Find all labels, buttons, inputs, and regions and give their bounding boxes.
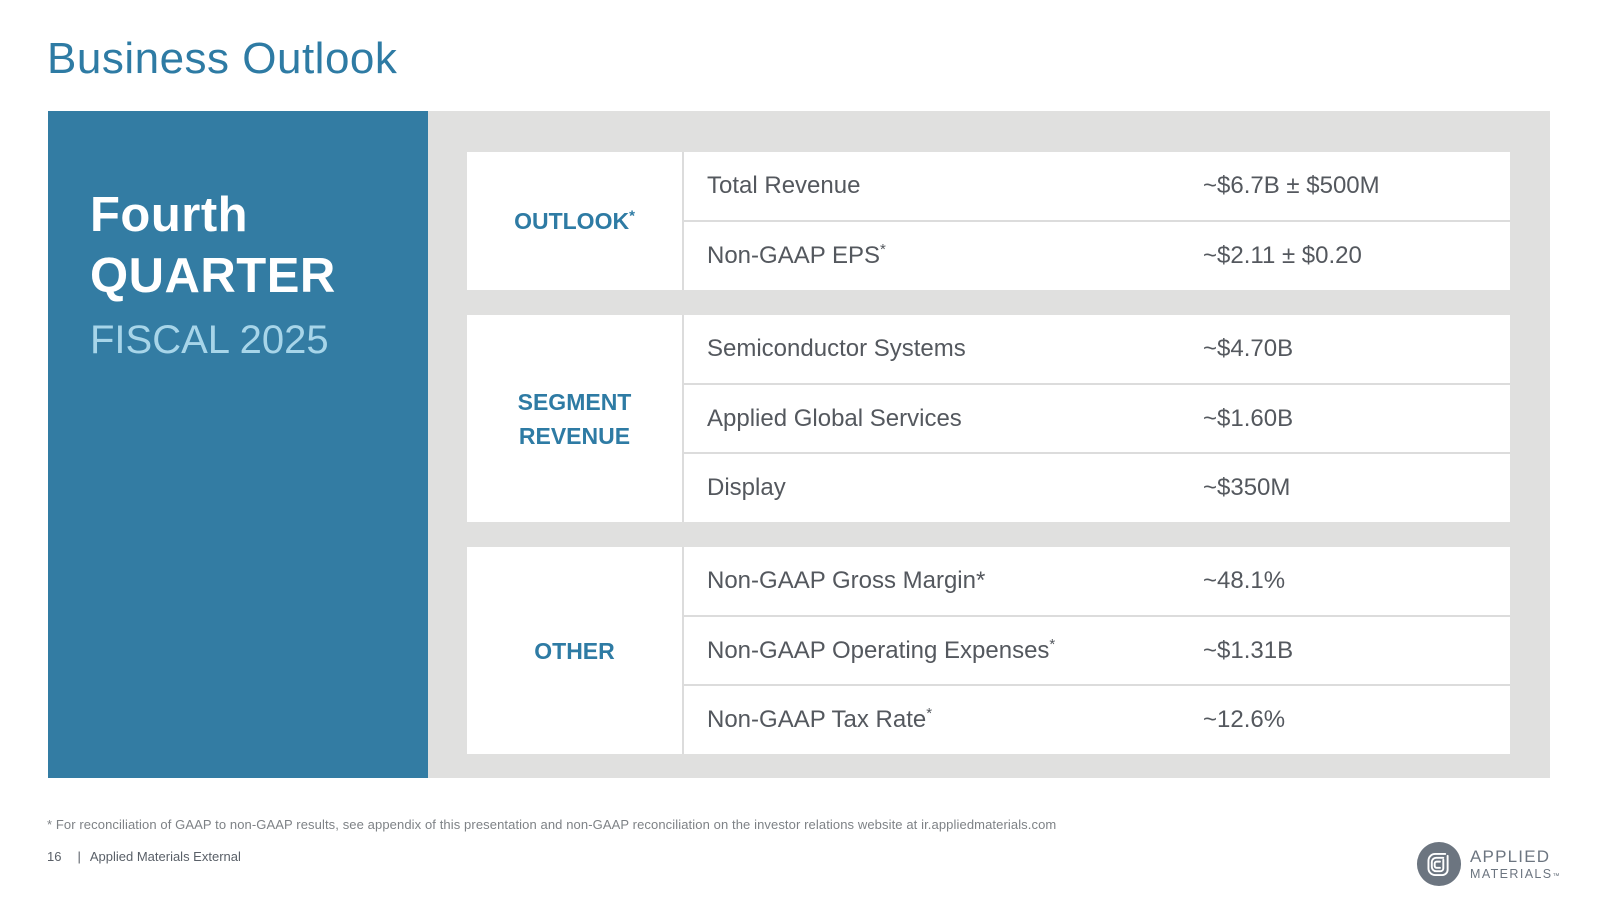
applied-materials-logo-icon [1416,841,1462,887]
segment-revenue-section: SEGMENT REVENUE Semiconductor Systems ~$… [467,315,1510,522]
logo-wordmark-line1: APPLIED [1470,846,1551,866]
table-row: Non-GAAP EPS* ~$2.11 ± $0.20 [684,220,1510,290]
tables-area: OUTLOOK* Total Revenue ~$6.7B ± $500M No… [428,111,1550,778]
section-label-text: OUTLOOK [514,208,630,234]
row-value: ~$6.7B ± $500M [1203,172,1380,199]
table-row: Total Revenue ~$6.7B ± $500M [684,152,1510,220]
segment-revenue-section-label: SEGMENT REVENUE [467,315,684,522]
trademark-symbol: ™ [1552,872,1561,880]
table-row: Applied Global Services ~$1.60B [684,382,1510,453]
row-label: Display [707,474,786,502]
quarter-title-line1: Fourth [90,188,249,242]
page-title: Business Outlook [47,34,398,83]
outlook-section: OUTLOOK* Total Revenue ~$6.7B ± $500M No… [467,152,1510,290]
table-row: Display ~$350M [684,452,1510,522]
row-label: Total Revenue [707,172,861,199]
row-value: ~48.1% [1203,566,1286,594]
table-row: Non-GAAP Gross Margin* ~48.1% [684,547,1510,615]
footer-separator: | [77,849,81,864]
row-label: Semiconductor Systems [707,334,966,362]
footnote-asterisk: * [879,241,886,258]
row-value: ~$2.11 ± $0.20 [1203,242,1362,269]
table-row: Semiconductor Systems ~$4.70B [684,315,1510,383]
row-value: ~12.6% [1203,706,1286,734]
other-section: OTHER Non-GAAP Gross Margin* ~48.1% Non-… [467,547,1510,754]
row-label: Non-GAAP Operating Expenses [707,636,1050,664]
row-value: ~$350M [1203,474,1291,502]
row-label: Applied Global Services [707,404,962,432]
section-label-text: OTHER [534,637,615,664]
row-label: Non-GAAP Tax Rate [707,706,927,734]
other-section-label: OTHER [467,547,684,754]
row-value: ~$1.31B [1203,636,1294,664]
footnote-asterisk: * [926,705,933,723]
table-row: Non-GAAP Operating Expenses* ~$1.31B [684,614,1510,685]
table-row: Non-GAAP Tax Rate* ~12.6% [684,684,1510,754]
row-value: ~$4.70B [1203,334,1294,362]
footer-label: Applied Materials External [89,849,241,864]
section-label-text: SEGMENT REVENUE [517,388,632,449]
quarter-panel: Fourth QUARTER FISCAL 2025 [48,111,428,778]
row-value: ~$1.60B [1203,404,1294,432]
footnote-asterisk: * [1049,635,1056,653]
outlook-section-label: OUTLOOK* [467,152,684,290]
logo-wordmark-line2: MATERIALS [1470,866,1553,881]
page-number: 16 [47,849,62,864]
reconciliation-footnote: * For reconciliation of GAAP to non-GAAP… [47,817,1057,832]
content-band: Fourth QUARTER FISCAL 2025 OUTLOOK* Tota… [48,111,1550,778]
quarter-title-line2: QUARTER [90,249,336,303]
applied-materials-logo: APPLIED MATERIALS™ [1416,841,1561,887]
fiscal-year-label: FISCAL 2025 [90,318,329,362]
page-footer: 16 | Applied Materials External [47,849,241,864]
row-label: Non-GAAP EPS [707,242,880,269]
row-label: Non-GAAP Gross Margin* [707,566,986,594]
footnote-asterisk: * [629,207,635,225]
